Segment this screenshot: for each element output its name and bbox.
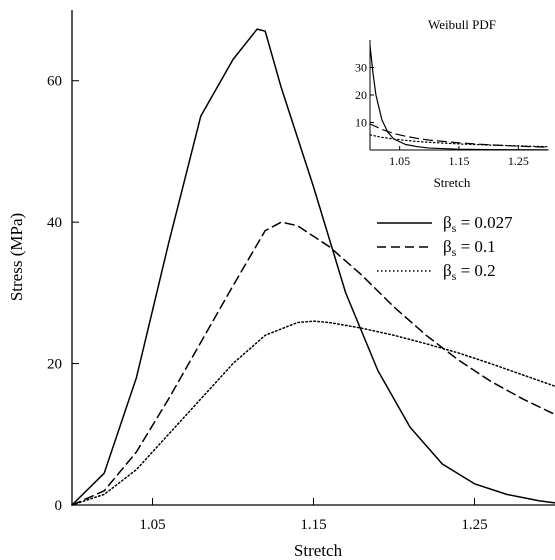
main-series-line-3 (71, 320, 555, 506)
inset-x-tick-label: 1.15 (449, 154, 470, 168)
inset-series (369, 44, 549, 151)
inset-series-line-3 (369, 134, 549, 148)
legend-label-3: βs = 0.2 (443, 261, 496, 283)
inset-ticks: 1.05 1.15 1.25 10 20 30 (355, 61, 529, 169)
main-series-line-1 (71, 28, 555, 506)
main-series-line-2 (71, 221, 555, 506)
main-y-tick-label: 40 (47, 215, 62, 231)
main-axes (71, 10, 555, 506)
main-x-axis-label: Stretch (294, 541, 343, 560)
inset-y-tick-label: 10 (355, 116, 367, 130)
inset-chart: Weibull PDF 1.05 1.15 1.25 10 20 30 Stretch (355, 17, 549, 190)
legend-label-2: βs = 0.1 (443, 237, 496, 259)
inset-series-line-2 (369, 123, 549, 148)
main-x-tick-label: 1.25 (461, 517, 487, 533)
main-y-tick-label: 20 (47, 357, 62, 373)
inset-x-tick-label: 1.25 (508, 154, 529, 168)
inset-y-tick-label: 30 (355, 61, 367, 75)
main-series (71, 28, 555, 506)
main-x-tick-label: 1.05 (139, 517, 165, 533)
main-y-axis-label: Stress (MPa) (7, 213, 26, 301)
main-ticks: 1.05 1.15 1.25 0 20 40 60 (47, 74, 488, 533)
main-x-tick-label: 1.15 (300, 517, 326, 533)
inset-series-line-1 (369, 44, 549, 151)
main-y-tick-label: 0 (55, 498, 63, 514)
legend-label-1: βs = 0.027 (443, 213, 513, 235)
inset-x-tick-label: 1.05 (389, 154, 410, 168)
main-y-tick-label: 60 (47, 74, 62, 90)
inset-title: Weibull PDF (428, 17, 496, 32)
inset-y-tick-label: 20 (355, 88, 367, 102)
inset-x-axis-label: Stretch (434, 175, 471, 190)
